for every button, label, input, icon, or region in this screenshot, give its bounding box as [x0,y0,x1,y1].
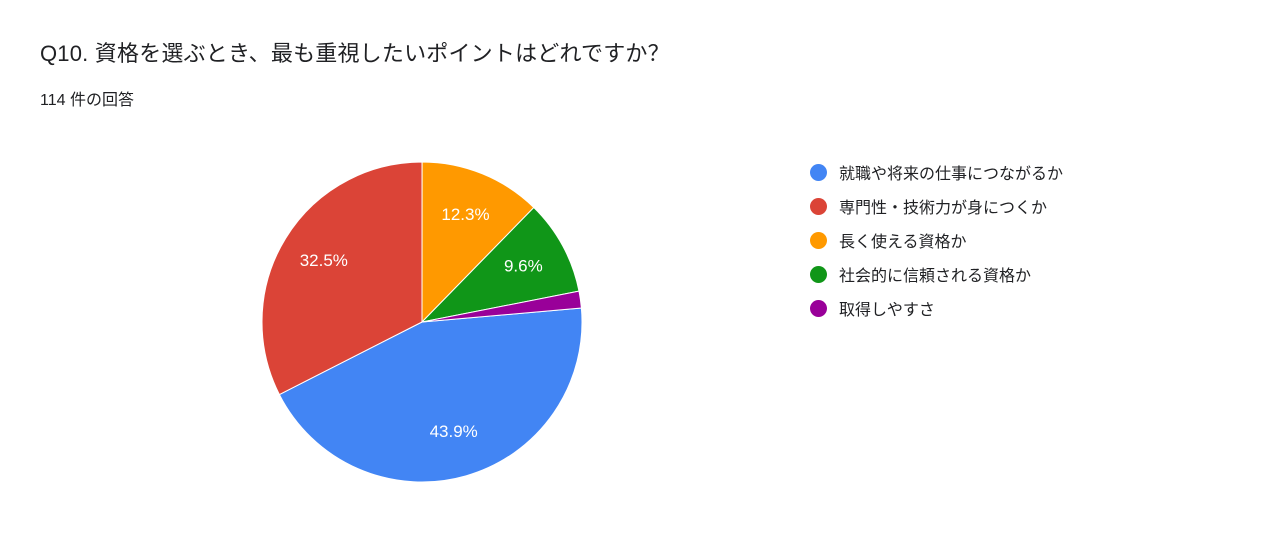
legend-label: 就職や将来の仕事につながるか [839,166,1064,183]
pie-slice-4[interactable] [421,290,582,323]
pie-chart: 43.9% 32.5% 12.3% 9.6% [261,161,583,483]
pie-slice-label: 43.9% [430,422,478,441]
pie-slice-2[interactable] [421,161,535,324]
pie-slice-label: 9.6% [504,257,543,276]
legend-color-dot [810,197,827,215]
legend-item: 長く使える資格か [810,223,1063,257]
pie-slice-3[interactable] [420,206,580,323]
legend-label: 専門性・技術力が身につくか [839,200,1048,217]
legend-label: 社会的に信頼される資格か [839,268,1032,285]
legend-color-dot [810,299,827,317]
pie-slice-label: 12.3% [441,205,489,224]
legend-label: 長く使える資格か [839,234,967,251]
pie-slice-0[interactable] [278,307,583,483]
legend-label: 取得しやすさ [839,302,935,319]
legend-item: 専門性・技術力が身につくか [810,189,1063,223]
question-title: Q10. 資格を選ぶとき、最も重視したいポイントはどれですか？ [40,41,670,66]
pie-slice-label: 32.5% [300,251,348,270]
legend-color-dot [810,231,827,249]
legend-item: 就職や将来の仕事につながるか [810,155,1063,189]
response-count: 114 件の回答 [40,92,134,109]
legend-color-dot [810,265,827,283]
legend-color-dot [810,163,827,181]
pie-slice-1[interactable] [261,161,423,396]
legend-item: 取得しやすさ [810,291,1063,325]
legend-item: 社会的に信頼される資格か [810,257,1063,291]
chart-legend: 就職や将来の仕事につながるか 専門性・技術力が身につくか 長く使える資格か 社会… [810,155,1063,325]
